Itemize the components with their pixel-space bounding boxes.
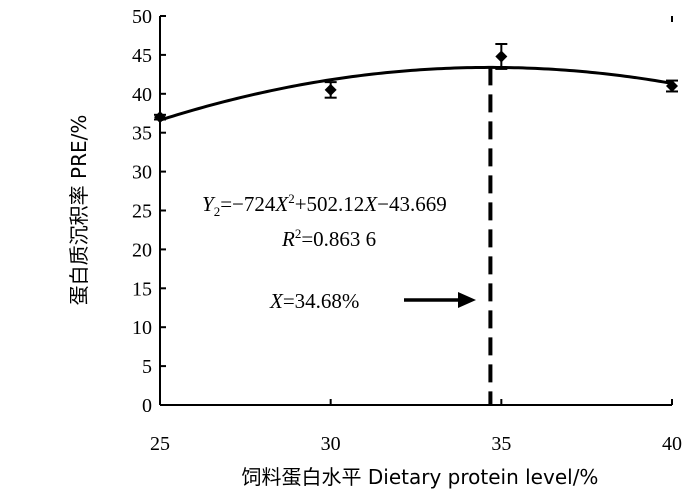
diamond-marker <box>666 80 678 93</box>
data-points <box>154 43 678 124</box>
x-axis-label: 饲料蛋白水平 Dietary protein level/% <box>242 465 599 489</box>
data-point <box>495 43 508 70</box>
optimum-arrow-head <box>458 292 476 308</box>
x-tick-label: 30 <box>321 433 341 455</box>
y-tick-label: 25 <box>132 201 152 223</box>
y-tick-label: 5 <box>142 356 152 378</box>
diamond-marker <box>154 111 166 124</box>
r2-text: R2=0.863 6 <box>281 226 376 251</box>
data-point <box>154 111 166 124</box>
optimum-text: X=34.68% <box>269 289 359 313</box>
diamond-marker <box>324 83 337 96</box>
y-tick-label: 0 <box>142 395 152 417</box>
y-tick-label: 45 <box>132 45 152 67</box>
fit-curve <box>159 65 673 122</box>
y-tick-label: 50 <box>132 6 152 28</box>
y-axis-label: 蛋白质沉积率 PRE/% <box>67 115 91 306</box>
y-tick-label: 35 <box>132 123 152 145</box>
diamond-marker <box>495 50 508 63</box>
data-point <box>324 81 337 99</box>
x-tick-label: 35 <box>491 433 511 455</box>
y-tick-label: 30 <box>132 162 152 184</box>
y-tick-label: 10 <box>132 317 152 339</box>
y-tick-label: 15 <box>132 278 152 300</box>
y-ticks: 0 5 10 15 20 25 30 35 40 45 50 <box>132 6 166 417</box>
y-tick-label: 20 <box>132 239 152 261</box>
x-tick-label: 40 <box>662 433 682 455</box>
y-tick-label: 40 <box>132 84 152 106</box>
x-ticks: 25 30 35 40 <box>150 399 682 455</box>
equation-text: Y2=−724X2+502.12X−43.669 <box>202 191 447 219</box>
x-tick-label: 25 <box>150 433 170 455</box>
data-point <box>666 79 678 93</box>
